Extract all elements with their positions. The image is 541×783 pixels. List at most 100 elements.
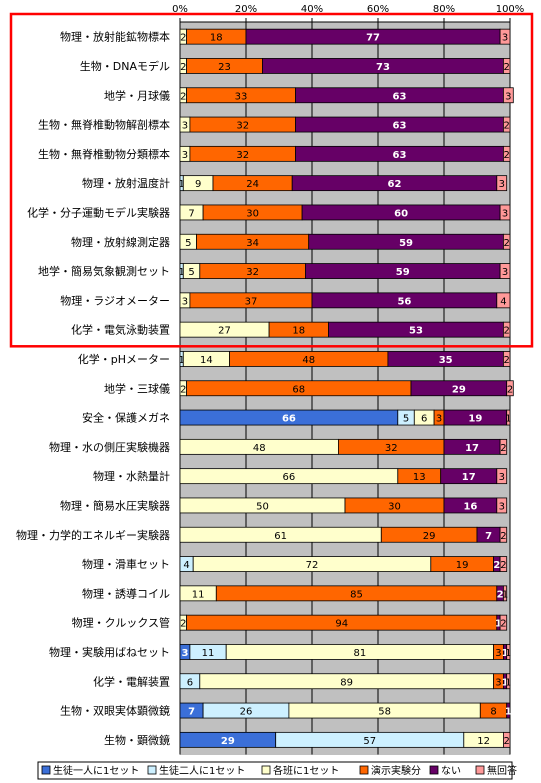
data-label: 29 <box>221 736 235 747</box>
data-label: 85 <box>350 589 363 600</box>
legend-box <box>37 761 513 780</box>
data-label: 24 <box>246 179 259 190</box>
data-label: 6 <box>421 414 427 425</box>
x-tick-label: 80% <box>433 4 455 15</box>
legend: 生徒一人に1セット 生徒二人に1セット 各班に1セット 演示実験分 ない 無回答 <box>37 761 517 780</box>
category-label: 物理・誘導コイル <box>82 586 170 600</box>
data-label: 29 <box>452 384 466 395</box>
x-tick-label: 0% <box>172 4 188 15</box>
legend-label: 無回答 <box>487 764 517 777</box>
data-label: 1 <box>505 707 512 718</box>
category-label: 化学・pHメーター <box>78 352 170 366</box>
data-label: 2 <box>504 326 510 337</box>
bar-segment <box>502 116 511 133</box>
legend-label: 演示実験分 <box>371 764 421 777</box>
data-label: 3 <box>182 296 188 307</box>
highlight-rect <box>9 12 534 348</box>
bar-segment <box>499 614 508 631</box>
data-label: 89 <box>340 677 353 688</box>
bar-segment <box>502 731 511 748</box>
x-tick-label: 100% <box>496 4 525 15</box>
data-label: 2 <box>180 91 186 102</box>
legend-swatch <box>147 765 157 775</box>
bar-segment <box>506 644 511 660</box>
category-label: 物理・ラジオメーター <box>60 293 170 307</box>
legend-label: 生徒一人に1セット <box>53 764 139 777</box>
data-label: 2 <box>180 619 186 630</box>
category-label: 物理・力学的エネルギー実験器 <box>16 528 170 542</box>
bar-segment <box>499 526 508 543</box>
data-label: 59 <box>399 238 413 249</box>
data-label: 3 <box>182 121 188 132</box>
data-label: 18 <box>210 33 223 44</box>
data-label: 3 <box>499 179 505 190</box>
data-label: 3 <box>182 150 188 161</box>
legend-label: ない <box>441 765 461 777</box>
data-label: 16 <box>463 501 477 512</box>
data-label: 57 <box>363 736 376 747</box>
data-label: 1 <box>502 677 509 688</box>
data-label: 8 <box>490 707 496 718</box>
data-label: 7 <box>485 531 492 542</box>
data-label: 3 <box>502 33 508 44</box>
data-label: 4 <box>183 560 189 571</box>
bar-segment <box>496 175 508 192</box>
x-axis-ticks: 0% 20% 40% 60% 80% 100% <box>172 4 524 22</box>
data-label: 58 <box>378 707 391 718</box>
data-label: 2 <box>500 443 506 454</box>
category-label: 物理・放射線測定器 <box>71 235 170 249</box>
category-label: 地学・月球儀 <box>104 88 170 102</box>
data-label: 1 <box>505 414 511 425</box>
data-label: 35 <box>439 355 453 366</box>
data-label: 9 <box>195 179 201 190</box>
data-label: 72 <box>306 560 319 571</box>
bar-segment <box>502 145 511 162</box>
data-label: 2 <box>507 384 513 395</box>
data-label: 2 <box>504 62 510 73</box>
data-label: 2 <box>504 150 510 161</box>
data-label: 27 <box>218 326 231 337</box>
data-label: 30 <box>246 208 259 219</box>
category-label: 生物・無脊椎動物解剖標本 <box>38 118 170 132</box>
bar-segment <box>499 204 511 221</box>
data-label: 37 <box>245 296 258 307</box>
data-label: 63 <box>392 91 406 102</box>
data-label: 14 <box>200 355 213 366</box>
data-label: 66 <box>282 414 296 425</box>
data-label: 32 <box>236 121 249 132</box>
data-label: 34 <box>246 238 259 249</box>
bar-segment <box>502 233 511 250</box>
data-label: 6 <box>187 677 193 688</box>
data-label: 2 <box>180 384 186 395</box>
data-label: 11 <box>202 648 215 659</box>
bar-segment <box>499 263 511 279</box>
legend-swatch <box>475 765 485 775</box>
data-label: 81 <box>353 648 366 659</box>
category-label: 安全・保護メガネ <box>82 411 170 425</box>
bar-segment <box>506 702 511 719</box>
bar-segment <box>502 321 511 338</box>
data-label: 19 <box>468 414 482 425</box>
data-label: 3 <box>495 648 501 659</box>
bar-segment <box>496 497 508 514</box>
data-label: 3 <box>499 472 505 483</box>
bar-segment <box>499 556 508 572</box>
data-label: 7 <box>188 707 195 718</box>
data-label: 3 <box>502 267 508 278</box>
data-label: 2 <box>504 736 510 747</box>
bar-segment <box>499 438 508 455</box>
data-label: 5 <box>403 414 409 425</box>
data-label: 61 <box>274 531 287 542</box>
data-label: 53 <box>409 326 423 337</box>
data-label: 2 <box>504 355 510 366</box>
data-label: 3 <box>499 501 505 512</box>
x-tick-label: 60% <box>367 4 389 15</box>
data-label: 1 <box>178 267 184 278</box>
category-label: 物理・クルックス管 <box>72 616 170 630</box>
data-label: 2 <box>180 33 186 44</box>
data-label: 17 <box>465 443 479 454</box>
bar-segment <box>506 409 511 426</box>
data-label: 2 <box>180 62 186 73</box>
bar-segment <box>502 58 511 74</box>
data-label: 56 <box>397 296 411 307</box>
